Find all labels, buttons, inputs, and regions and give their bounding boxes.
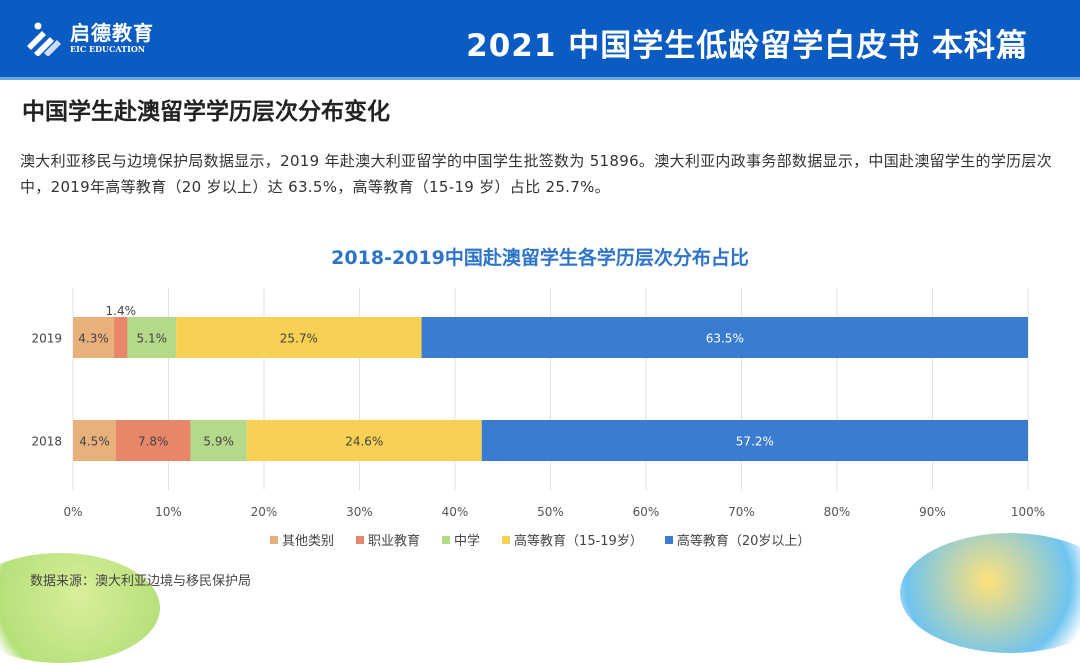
legend-item: 高等教育（15-19岁）: [502, 530, 643, 549]
description: 澳大利亚移民与边境保护局数据显示，2019 年赴澳大利亚留学的中国学生批签数为 …: [20, 152, 1053, 196]
x-tick-label: 70%: [728, 505, 755, 519]
y-category-label: 2018: [31, 435, 62, 449]
legend-swatch: [270, 535, 278, 544]
legend-swatch: [442, 535, 451, 544]
legend: 其他类别 职业教育 中学 高等教育（15-19岁） 高等教育（20岁以上）: [270, 530, 810, 549]
data-label: 4.3%: [78, 332, 109, 346]
x-tick-label: 90%: [919, 505, 946, 519]
x-tick-label: 60%: [633, 505, 660, 519]
bar-segment: [73, 317, 115, 358]
logo: 启德教育 EIC EDUCATION: [24, 20, 154, 56]
x-tick-label: 10%: [155, 505, 182, 519]
data-label: 5.1%: [137, 332, 168, 346]
x-tick-label: 100%: [1011, 505, 1045, 519]
data-label: 4.5%: [79, 435, 110, 449]
data-source: 数据来源：澳大利亚边境与移民保护局: [30, 574, 252, 589]
bar-segment: [114, 317, 128, 358]
data-label: 63.5%: [706, 332, 744, 346]
x-tick-label: 20%: [251, 505, 278, 519]
legend-item: 中学: [442, 530, 480, 549]
bar-segment: [246, 420, 482, 461]
bar-segment: [421, 317, 1028, 358]
x-tick-label: 50%: [537, 505, 564, 519]
header: 启德教育 EIC EDUCATION 2021 中国学生低龄留学白皮书 本科篇: [0, 0, 1080, 80]
legend-item: 职业教育: [356, 530, 420, 549]
logo-icon: [27, 22, 61, 56]
data-label: 24.6%: [345, 435, 383, 449]
x-tick-label: 80%: [824, 505, 851, 519]
x-tick-label: 30%: [346, 505, 373, 519]
legend-swatch: [356, 535, 365, 544]
legend-swatch: [502, 535, 511, 544]
legend-item: 其他类别: [270, 530, 334, 549]
data-label: 25.7%: [280, 332, 318, 346]
data-label: 57.2%: [736, 435, 774, 449]
legend-label: 高等教育（20岁以上）: [676, 534, 811, 549]
x-tick-label: 40%: [442, 505, 469, 519]
legend-label: 职业教育: [368, 534, 421, 549]
page-title: 中国学生赴澳留学学历层次分布变化: [22, 99, 390, 125]
x-tick-label: 0%: [63, 505, 82, 519]
bar-segment: [481, 420, 1028, 461]
data-label: 1.4%: [106, 304, 137, 318]
y-category-label: 2019: [31, 332, 62, 346]
legend-item: 高等教育（20岁以上）: [664, 530, 811, 549]
legend-label: 其他类别: [282, 534, 335, 549]
bar-chart: 0% 10% 20% 30% 40% 50% 60% 70% 80% 90% 100% 2019 4.3…: [31, 288, 1045, 519]
bar-segment: [115, 420, 191, 461]
bar-segment: [73, 420, 116, 461]
data-label: 7.8%: [138, 435, 169, 449]
bar-segment: [127, 317, 177, 358]
data-label: 5.9%: [203, 435, 234, 449]
chart-title: 2018-2019中国赴澳留学生各学历层次分布占比: [331, 247, 749, 269]
logo-text-en: EIC EDUCATION: [70, 44, 146, 54]
logo-text-cn: 启德教育: [70, 21, 154, 45]
bar-segment: [176, 317, 422, 358]
legend-label: 中学: [454, 534, 481, 549]
bar-segment: [190, 420, 247, 461]
legend-label: 高等教育（15-19岁）: [514, 534, 643, 549]
legend-swatch: [664, 535, 673, 544]
header-title: 2021 中国学生低龄留学白皮书 本科篇: [466, 28, 1028, 64]
